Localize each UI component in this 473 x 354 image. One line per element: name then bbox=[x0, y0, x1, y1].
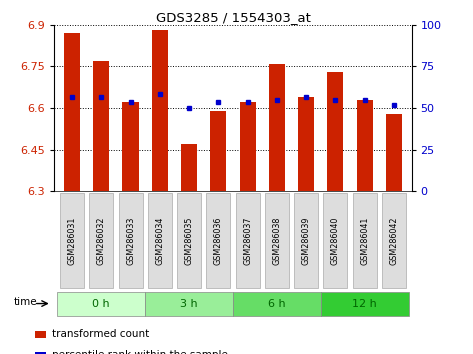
Text: GSM286034: GSM286034 bbox=[155, 217, 164, 265]
Text: GSM286041: GSM286041 bbox=[360, 217, 369, 265]
Bar bbox=[210, 111, 227, 191]
Text: GSM286031: GSM286031 bbox=[68, 217, 77, 265]
Bar bbox=[35, 331, 46, 338]
Text: percentile rank within the sample: percentile rank within the sample bbox=[52, 350, 228, 354]
FancyBboxPatch shape bbox=[321, 292, 409, 315]
Text: GSM286035: GSM286035 bbox=[184, 216, 193, 265]
FancyBboxPatch shape bbox=[353, 193, 377, 288]
FancyBboxPatch shape bbox=[206, 193, 230, 288]
Bar bbox=[357, 100, 373, 191]
FancyBboxPatch shape bbox=[233, 292, 321, 315]
Text: transformed count: transformed count bbox=[52, 329, 149, 339]
Text: GSM286038: GSM286038 bbox=[272, 217, 281, 265]
Text: 3 h: 3 h bbox=[180, 298, 198, 309]
Text: GSM286032: GSM286032 bbox=[97, 216, 106, 265]
Text: 6 h: 6 h bbox=[268, 298, 286, 309]
Text: GSM286037: GSM286037 bbox=[243, 216, 252, 265]
Text: 0 h: 0 h bbox=[92, 298, 110, 309]
FancyBboxPatch shape bbox=[265, 193, 289, 288]
Title: GDS3285 / 1554303_at: GDS3285 / 1554303_at bbox=[156, 11, 310, 24]
FancyBboxPatch shape bbox=[382, 193, 406, 288]
Bar bbox=[93, 61, 109, 191]
Text: GSM286039: GSM286039 bbox=[302, 216, 311, 265]
Bar bbox=[181, 144, 197, 191]
FancyBboxPatch shape bbox=[60, 193, 84, 288]
FancyBboxPatch shape bbox=[236, 193, 260, 288]
Bar bbox=[269, 64, 285, 191]
Bar bbox=[239, 102, 255, 191]
Text: time: time bbox=[14, 297, 37, 307]
Text: GSM286033: GSM286033 bbox=[126, 217, 135, 265]
Bar bbox=[298, 97, 314, 191]
FancyBboxPatch shape bbox=[145, 292, 233, 315]
Text: GSM286042: GSM286042 bbox=[389, 216, 398, 265]
FancyBboxPatch shape bbox=[57, 292, 145, 315]
Text: GSM286040: GSM286040 bbox=[331, 217, 340, 265]
Bar bbox=[123, 102, 139, 191]
FancyBboxPatch shape bbox=[324, 193, 347, 288]
Text: GSM286036: GSM286036 bbox=[214, 217, 223, 265]
FancyBboxPatch shape bbox=[177, 193, 201, 288]
FancyBboxPatch shape bbox=[89, 193, 113, 288]
Text: 12 h: 12 h bbox=[352, 298, 377, 309]
FancyBboxPatch shape bbox=[119, 193, 142, 288]
Bar bbox=[152, 30, 168, 191]
Bar bbox=[35, 352, 46, 354]
FancyBboxPatch shape bbox=[294, 193, 318, 288]
Bar bbox=[327, 72, 343, 191]
Bar bbox=[64, 33, 80, 191]
Bar bbox=[386, 114, 402, 191]
FancyBboxPatch shape bbox=[148, 193, 172, 288]
